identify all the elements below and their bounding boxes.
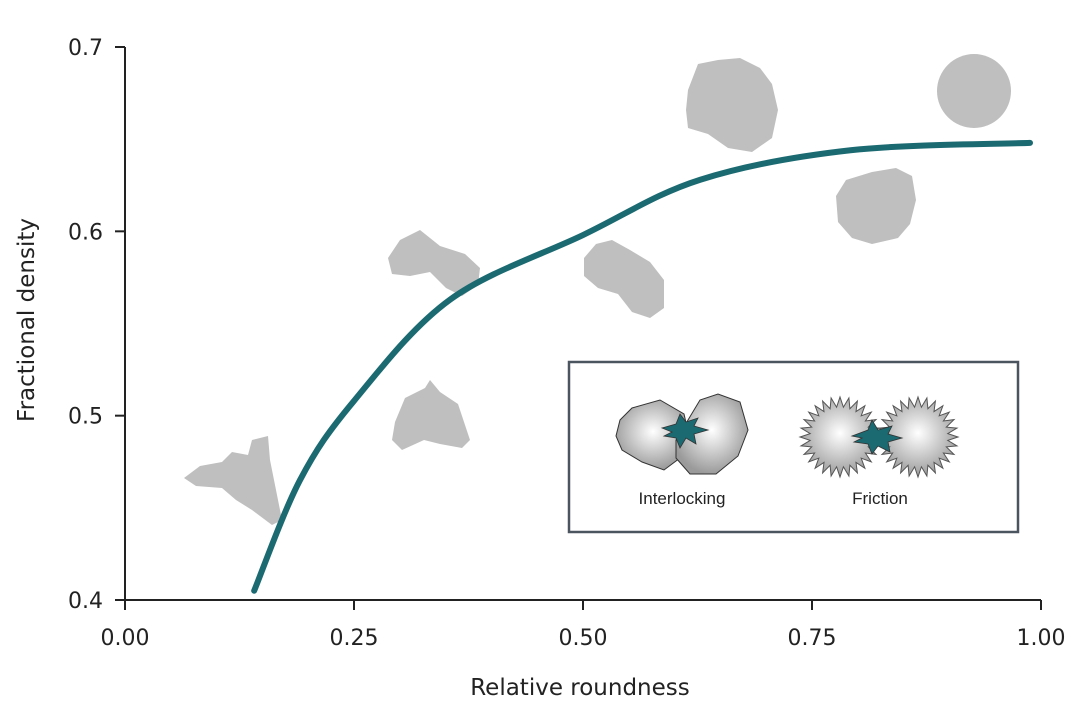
y-tick-label: 0.4 [68,589,103,614]
x-tick-label: 0.00 [101,626,150,651]
y-tick-label: 0.7 [68,36,103,61]
y-tick-label: 0.6 [68,220,103,245]
x-axis-label: Relative roundness [470,675,690,701]
contact-burst-icon [660,413,710,449]
particle-round-2 [937,54,1011,128]
x-tick-label: 0.50 [559,626,608,651]
friction-illustration [798,395,960,479]
particle-subround-2 [686,58,778,152]
x-tick-label: 0.25 [330,626,379,651]
particle-round-1 [836,168,916,244]
spiky-particle-icon [798,395,882,479]
particle-angular-2 [392,380,470,450]
inset-label-interlocking: Interlocking [639,489,726,508]
y-tick-label: 0.5 [68,405,103,430]
particle-angular-3 [388,230,480,296]
inset-label-friction: Friction [852,489,908,508]
y-axis-label: Fractional density [14,218,40,422]
particle-subround-1 [584,240,664,318]
interlocking-illustration [615,393,749,475]
particle-angular-1 [184,436,282,525]
density-curve [251,139,1034,594]
x-tick-label: 0.75 [788,626,837,651]
contact-burst-icon [850,419,904,455]
x-tick-label: 1.00 [1017,626,1066,651]
inset-box: Interlocking Friction [567,360,1020,534]
particle-shapes [184,54,1011,525]
